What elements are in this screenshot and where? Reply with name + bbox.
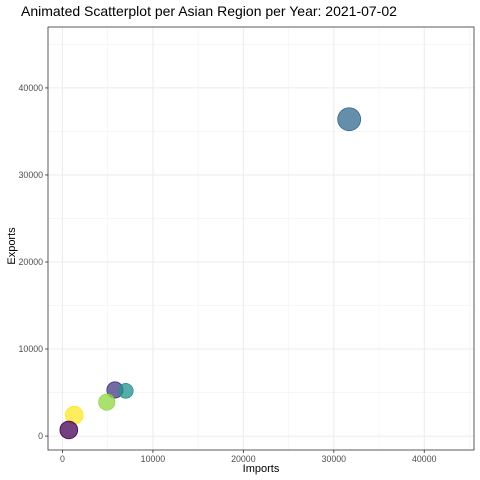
x-axis-title: Imports: [243, 463, 280, 475]
x-tick-label: 0: [60, 454, 65, 464]
data-point: [118, 383, 133, 398]
data-point: [338, 108, 361, 131]
data-point: [99, 394, 115, 410]
y-tick-label: 20000: [19, 257, 44, 267]
x-tick-label: 30000: [322, 454, 347, 464]
chart-title: Animated Scatterplot per Asian Region pe…: [21, 3, 397, 19]
y-tick-label: 30000: [19, 170, 44, 180]
x-tick-label: 40000: [412, 454, 437, 464]
y-axis-title: Exports: [6, 227, 18, 265]
y-tick-label: 10000: [19, 344, 44, 354]
x-tick-label: 10000: [141, 454, 166, 464]
y-tick-label: 40000: [19, 83, 44, 93]
data-point: [60, 421, 78, 439]
y-tick-label: 0: [38, 431, 43, 441]
